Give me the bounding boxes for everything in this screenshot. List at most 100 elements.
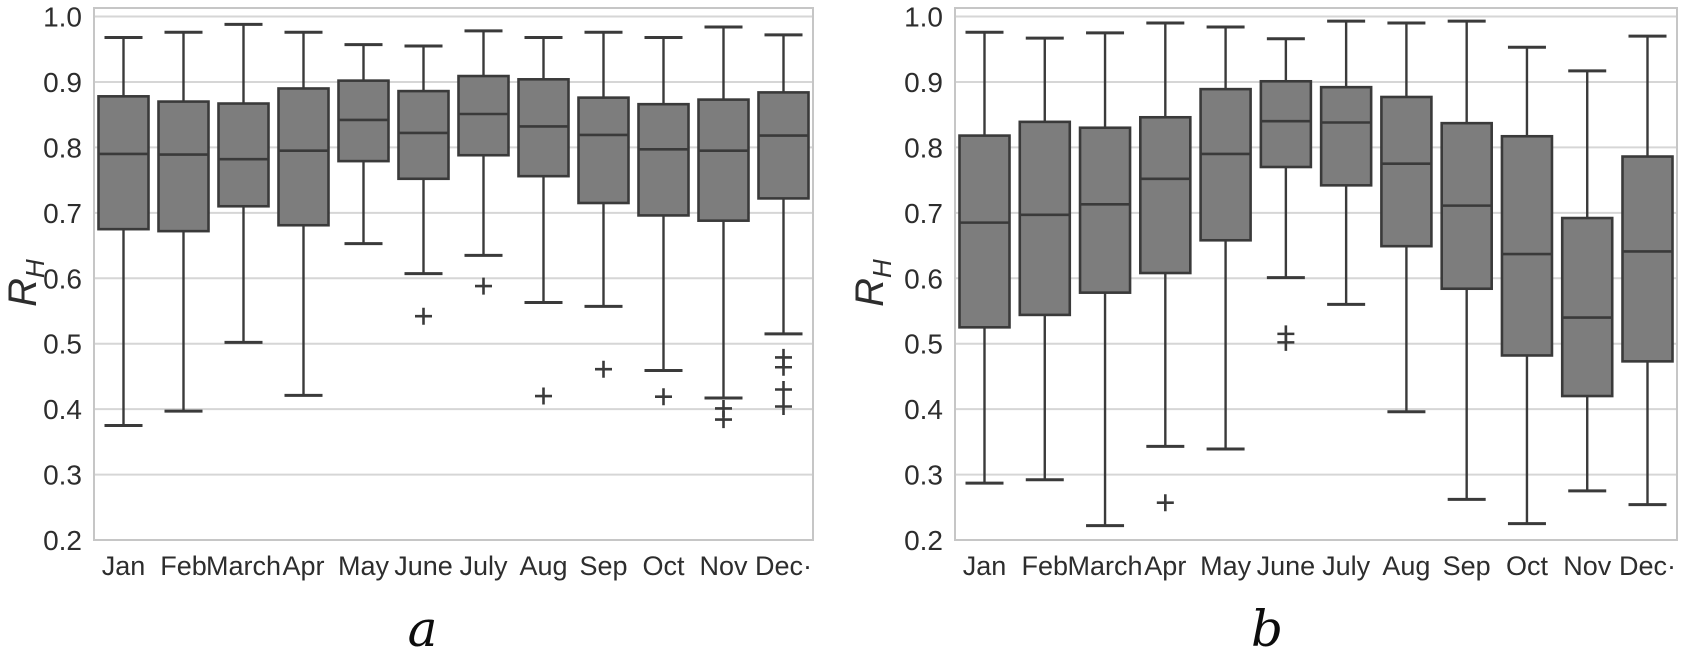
y-tick-label: 0.4 xyxy=(904,394,943,425)
x-tick-label: July xyxy=(459,551,508,581)
box-group-Sep xyxy=(1440,19,1493,501)
box-group-March xyxy=(217,22,270,344)
box-group-July xyxy=(1319,19,1373,306)
box-group-Sep xyxy=(577,30,630,378)
x-tick-label: Apr xyxy=(1144,551,1186,581)
iqr-box xyxy=(1199,87,1252,242)
box-group-June xyxy=(397,44,450,325)
y-tick-label: 0.4 xyxy=(43,394,82,425)
iqr-box xyxy=(457,74,510,157)
y-tick-label: 0.9 xyxy=(43,67,82,98)
outlier-marker xyxy=(475,277,492,295)
iqr-box xyxy=(1380,95,1433,248)
boxplot-chart-a: 0.2 0.3 0.4 0.5 0.6 0.7 0.8 0.9 1.0 Jan Feb March Ap… xyxy=(1,2,814,581)
outlier-marker xyxy=(415,307,432,325)
iqr-box xyxy=(277,87,330,227)
iqr-box xyxy=(1560,216,1614,398)
x-tick-label: May xyxy=(1200,551,1252,581)
box-group-May xyxy=(1199,25,1252,451)
plot-border xyxy=(93,7,814,541)
iqr-box xyxy=(517,78,570,178)
outlier-marker xyxy=(655,388,672,406)
outlier-marker xyxy=(775,398,792,416)
y-tick-label: 0.6 xyxy=(904,263,943,294)
outlier-marker xyxy=(715,411,732,429)
y-tick-label: 1.0 xyxy=(904,2,943,33)
box-group-Dec· xyxy=(757,33,810,416)
iqr-box xyxy=(697,98,750,222)
box-group-Jan xyxy=(958,30,1011,485)
y-tick-label: 1.0 xyxy=(43,2,82,33)
iqr-box xyxy=(397,89,450,181)
box-group-Feb xyxy=(157,30,210,413)
outlier-marker xyxy=(535,387,552,405)
x-tick-label: Nov xyxy=(699,551,748,581)
box-group-June xyxy=(1259,37,1313,351)
iqr-box xyxy=(637,102,690,217)
iqr-box xyxy=(757,91,810,200)
outlier-marker xyxy=(775,380,792,398)
chart-b-caption: b xyxy=(1250,600,1283,658)
x-tick-label: Dec· xyxy=(1619,551,1676,581)
x-tick-label: Aug xyxy=(1382,551,1430,581)
y-tick-label: 0.7 xyxy=(904,198,943,229)
y-tick-label: 0.5 xyxy=(904,329,943,360)
y-tick-label: 0.8 xyxy=(43,132,82,163)
box-group-Oct xyxy=(637,35,690,406)
x-tick-label: March xyxy=(206,551,281,581)
x-tick-label: Jan xyxy=(102,551,146,581)
iqr-box xyxy=(958,134,1011,329)
box-group-Nov xyxy=(1560,69,1614,493)
x-tick-label: Jan xyxy=(963,551,1007,581)
x-tick-label: Dec· xyxy=(755,551,812,581)
iqr-box xyxy=(577,96,630,205)
outlier-marker xyxy=(1156,494,1174,512)
box-group-March xyxy=(1078,31,1132,528)
x-tick-label: June xyxy=(1257,551,1316,581)
outlier-marker xyxy=(775,358,792,376)
y-tick-label: 0.9 xyxy=(904,67,943,98)
iqr-box xyxy=(1078,126,1132,294)
box-group-Dec· xyxy=(1621,34,1674,507)
chart-a-caption: a xyxy=(407,600,438,658)
plot-border xyxy=(954,7,1678,541)
box-group-Feb xyxy=(1018,36,1072,482)
box-group-July xyxy=(457,29,510,295)
y-tick-label: 0.2 xyxy=(904,525,943,556)
box-group-May xyxy=(337,43,390,246)
y-tick-label: 0.6 xyxy=(43,263,82,294)
x-tick-label: Oct xyxy=(642,551,685,581)
iqr-box xyxy=(1259,79,1313,169)
x-tick-label: Aug xyxy=(519,551,567,581)
y-axis-label: RH xyxy=(1,259,50,307)
iqr-box xyxy=(1621,155,1674,363)
y-tick-label: 0.7 xyxy=(43,198,82,229)
x-tick-label: Apr xyxy=(282,551,324,581)
y-tick-label: 0.5 xyxy=(43,329,82,360)
x-tick-label: Sep xyxy=(579,551,627,581)
y-axis-label: RH xyxy=(848,259,897,307)
outlier-marker xyxy=(595,360,612,378)
box-group-Apr xyxy=(277,30,330,397)
y-tick-label: 0.3 xyxy=(904,460,943,491)
iqr-box xyxy=(217,102,270,208)
box-group-Aug xyxy=(517,35,570,405)
x-tick-label: Feb xyxy=(160,551,207,581)
iqr-box xyxy=(1018,120,1072,317)
outlier-marker xyxy=(1277,333,1295,351)
iqr-box xyxy=(97,95,150,231)
iqr-box xyxy=(1500,134,1554,357)
x-tick-label: Nov xyxy=(1563,551,1612,581)
box-group-Aug xyxy=(1380,21,1433,414)
boxplot-chart-b: 0.2 0.3 0.4 0.5 0.6 0.7 0.8 0.9 1.0 Jan Feb March Ap… xyxy=(848,2,1678,581)
x-tick-label: Sep xyxy=(1443,551,1491,581)
x-tick-label: March xyxy=(1068,551,1143,581)
iqr-box xyxy=(1139,115,1192,275)
box-group-Jan xyxy=(97,35,150,427)
y-tick-label: 0.3 xyxy=(43,460,82,491)
x-tick-label: June xyxy=(394,551,453,581)
x-tick-label: Feb xyxy=(1022,551,1069,581)
box-group-Apr xyxy=(1139,21,1192,512)
x-tick-label: July xyxy=(1322,551,1371,581)
